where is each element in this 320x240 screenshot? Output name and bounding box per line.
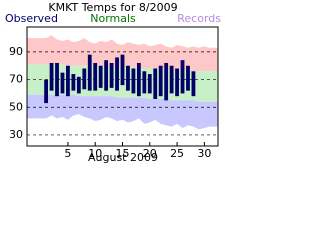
observed-bar <box>158 65 163 97</box>
x-tick-label: 10 <box>88 147 102 160</box>
observed-bar <box>115 57 119 91</box>
plot-frame <box>26 26 219 147</box>
chart: KMKT Temps for 8/2009 August 2009 30 50 70… <box>5 1 221 164</box>
x-axis-title: August 2009 <box>88 151 158 164</box>
x-tick-label: 20 <box>143 147 157 160</box>
observed-bar <box>164 62 169 101</box>
observed-bar <box>66 65 70 97</box>
observed-bar <box>60 72 65 94</box>
observed-bar <box>120 54 125 86</box>
y-tick-label: 70 <box>9 73 23 86</box>
observed-bar <box>104 60 109 91</box>
observed-bar <box>131 68 136 94</box>
observed-bar <box>153 68 158 99</box>
x-tick-label: 5 <box>64 147 71 160</box>
legend-label: Observed <box>5 12 58 25</box>
observed-bar <box>93 62 98 91</box>
observed-bar <box>136 62 141 97</box>
y-tick-label: 50 <box>9 100 23 113</box>
observed-bar <box>186 65 190 91</box>
observed-bar <box>98 65 103 88</box>
observed-bar <box>180 60 185 94</box>
observed-bar <box>126 65 130 91</box>
observed-bar <box>169 65 174 94</box>
observed-bar <box>109 62 114 88</box>
chart-title: KMKT Temps for 8/2009 <box>48 1 177 14</box>
observed-bar <box>49 62 54 91</box>
y-tick-label: 30 <box>9 128 23 141</box>
observed-bar <box>76 76 81 94</box>
x-tick-label: 25 <box>170 147 184 160</box>
legend-label: Records <box>177 12 221 25</box>
record-low-band <box>27 94 218 130</box>
observed-bar <box>71 74 76 91</box>
record-high-band <box>27 35 218 72</box>
observed-bar <box>175 68 179 97</box>
legend-label: Normals <box>90 12 136 25</box>
observed-bar <box>44 79 48 104</box>
observed-bar <box>142 71 147 94</box>
x-tick-label: 15 <box>116 147 130 160</box>
observed-bar <box>87 54 92 91</box>
observed-bar <box>147 74 152 94</box>
y-tick-label: 90 <box>9 45 23 58</box>
observed-bar <box>191 71 196 97</box>
observed-bar <box>55 62 59 97</box>
x-tick-label: 30 <box>197 147 211 160</box>
observed-bar <box>82 68 87 90</box>
